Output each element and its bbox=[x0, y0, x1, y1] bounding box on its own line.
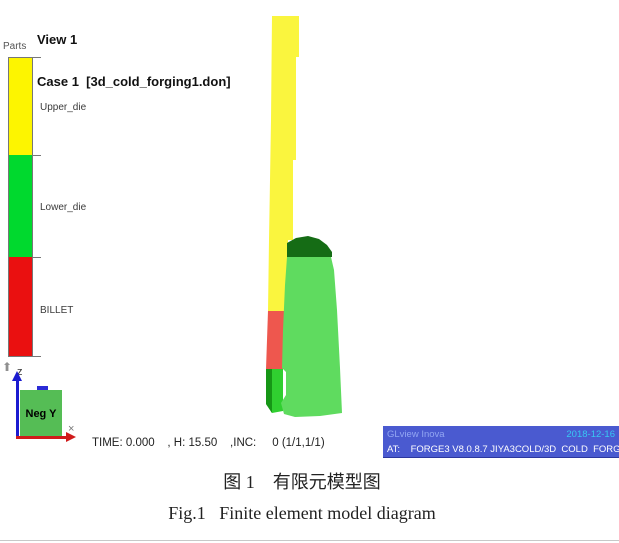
view-label: View 1 bbox=[37, 32, 78, 48]
billet-base-shadow bbox=[266, 369, 272, 413]
y-axis-dash-icon bbox=[37, 386, 48, 390]
billet-label: BILLET bbox=[40, 305, 74, 316]
legend-tick bbox=[33, 257, 41, 258]
lower-die-body bbox=[281, 257, 342, 417]
z-axis-line bbox=[16, 380, 19, 438]
x-axis-line bbox=[16, 436, 68, 439]
case-label: Case 1 [3d_cold_forging1.don] bbox=[37, 74, 231, 90]
glview-info-bar: GLview Inova 2018-12-16 AT: FORGE3 V8.0.… bbox=[383, 426, 619, 458]
billet-section bbox=[266, 311, 287, 369]
parts-legend-title: Parts bbox=[3, 41, 27, 52]
caption-chinese: 图 1 有限元模型图 bbox=[223, 472, 381, 492]
z-axis-arrowhead-icon bbox=[12, 371, 22, 381]
upper-die-punch bbox=[268, 16, 299, 311]
info-bar-row1: GLview Inova 2018-12-16 bbox=[383, 426, 619, 442]
page-rule-divider bbox=[0, 540, 619, 541]
caption-english: Fig.1 Finite element model diagram bbox=[168, 503, 436, 523]
upper-die-swatch bbox=[9, 58, 32, 156]
orientation-cube: Neg Y bbox=[20, 390, 62, 437]
lower-die-swatch bbox=[9, 155, 32, 257]
lower-die-top-face bbox=[287, 236, 332, 257]
parts-color-bar bbox=[8, 57, 33, 357]
view-case-header: View 1 Case 1 [3d_cold_forging1.don] bbox=[37, 5, 231, 117]
x-axis-label: × bbox=[68, 423, 75, 435]
billet-swatch bbox=[9, 256, 32, 356]
date-stamp: 2018-12-16 bbox=[566, 429, 615, 440]
x-axis-arrowhead-icon bbox=[66, 432, 76, 442]
legend-tick bbox=[33, 155, 41, 156]
legend-tick bbox=[33, 57, 41, 58]
pan-up-icon: ⬆ bbox=[2, 360, 13, 374]
lower-die-label: Lower_die bbox=[40, 202, 87, 213]
upper-die-label: Upper_die bbox=[40, 102, 87, 113]
session-line: AT: FORGE3 V8.0.8.7 JIYA3COLD/3D COLD FO… bbox=[387, 444, 619, 455]
app-name: GLview Inova bbox=[387, 429, 445, 440]
time-status-line: TIME: 0.000 , H: 15.50 ,INC: 0 (1/1,1/1) bbox=[92, 437, 325, 449]
orientation-cube-label: Neg Y bbox=[25, 407, 57, 420]
legend-tick bbox=[33, 356, 41, 357]
